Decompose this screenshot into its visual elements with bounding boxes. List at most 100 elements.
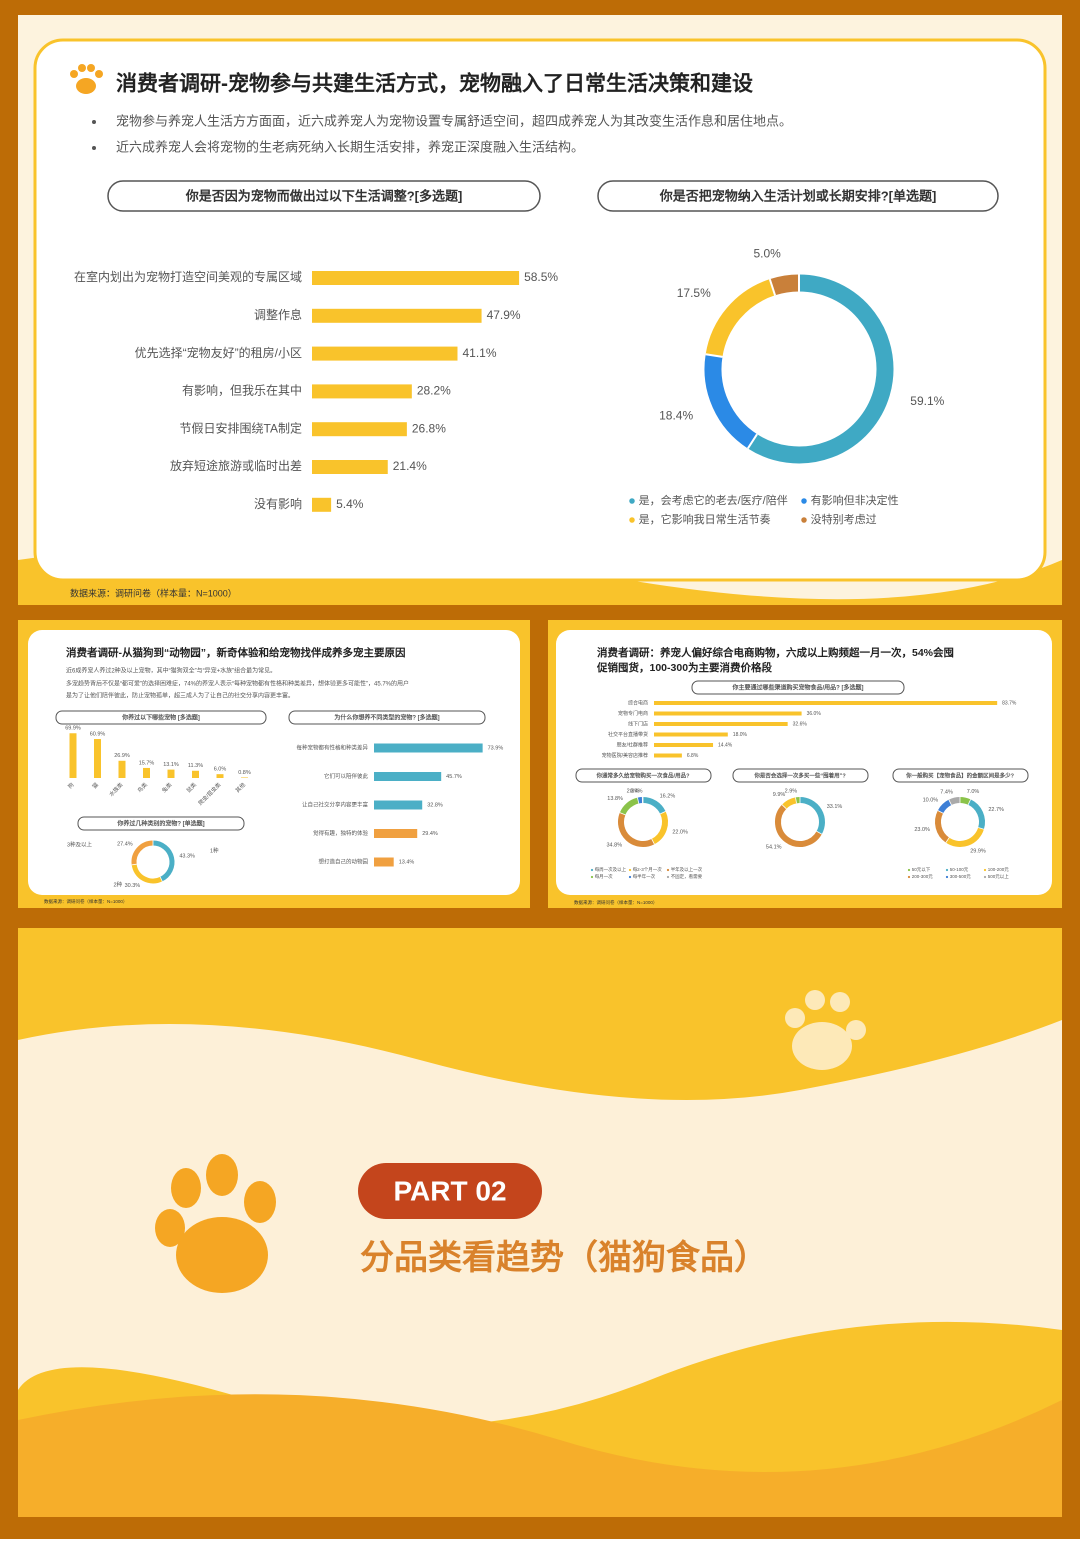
value-label: 6.0% <box>214 767 227 773</box>
bar <box>312 422 407 436</box>
value-label: 9.9% <box>773 792 786 798</box>
title: 消费者调研：养宠人偏好综合电商购物，六成以上购频超一月一次，54%会囤 <box>597 646 954 659</box>
part-tag: PART 02 <box>393 1175 506 1206</box>
chart-title: 你养过几种类别的宠物? [单选题] <box>116 820 204 828</box>
bar <box>192 771 199 778</box>
bar <box>312 271 519 285</box>
legend-swatch <box>946 869 948 871</box>
category-label: 放弃短途旅游或临时出差 <box>170 458 302 473</box>
value-label: 22.0% <box>672 829 688 835</box>
value-label: 17.5% <box>677 286 711 300</box>
bar <box>312 384 412 398</box>
bar <box>654 722 788 726</box>
bar <box>374 858 394 867</box>
value-label: 18.0% <box>733 732 748 738</box>
legend-label: 每周一次及以上 <box>595 866 627 873</box>
value-label: 10.0% <box>923 797 939 803</box>
bullet: 宠物参与养宠人生活方方面面，近六成养宠人为宠物设置专属舒适空间，超四成养宠人为其… <box>116 113 792 128</box>
legend-swatch <box>667 876 669 878</box>
value-label: 23.0% <box>914 827 930 833</box>
legend-label: 有影响但非决定性 <box>811 493 899 507</box>
bullet: 是为了让他们陪伴彼此，防止宠物孤单，超三成人为了让自己的社交分享内容更丰富。 <box>66 692 294 700</box>
source: 数据来源：调研问卷（样本量：N=1000） <box>70 587 237 598</box>
legend-label: 每2-3个月一次 <box>633 866 663 873</box>
bullet-dot <box>92 120 96 124</box>
title: 促销囤货，100-300为主要消费价格段 <box>596 661 773 674</box>
category-label: 优先选择“宠物友好”的租房/小区 <box>135 345 302 360</box>
value-label: 13.8% <box>607 796 623 802</box>
cover-subtitle: 分品类看趋势（猫狗食品） <box>360 1238 768 1277</box>
value-label: 54.1% <box>766 844 782 850</box>
category-label: 宠物医院/美容店推荐 <box>602 752 648 759</box>
donut-segment <box>638 800 642 801</box>
legend-swatch <box>629 517 635 523</box>
value-label: 26.9% <box>114 753 130 759</box>
bullet: 近6成养宠人养过2种及以上宠物，其中“猫狗双全”与“异宠+水族”组合最为常见。 <box>66 667 276 675</box>
category-label: 线下门店 <box>628 720 648 727</box>
value-label: 0.8% <box>238 770 251 776</box>
legend-swatch <box>801 517 807 523</box>
legend-label: 是，会考虑它的老去/医疗/陪伴 <box>639 493 788 507</box>
category-label: 2种 <box>113 880 122 888</box>
bar <box>70 733 77 778</box>
value-label: 83.7% <box>1002 700 1017 706</box>
legend-swatch <box>908 869 910 871</box>
legend-swatch <box>667 869 669 871</box>
value-label: 29.9% <box>970 849 986 855</box>
value-label: 47.9% <box>487 308 521 322</box>
bar <box>241 777 248 778</box>
bar <box>654 701 997 705</box>
bar <box>143 768 150 778</box>
category-label: 调整作息 <box>254 307 302 322</box>
category-label: 在室内划出为宠物打造空间美观的专属区域 <box>74 269 302 284</box>
bar <box>312 460 388 474</box>
category-label: 宠物专门电商 <box>618 710 648 717</box>
value-label: 13.4% <box>399 859 415 865</box>
bullet-dot <box>92 146 96 150</box>
bar <box>312 309 482 323</box>
bar <box>374 744 483 753</box>
bar <box>654 733 728 737</box>
value-label: 32.8% <box>427 802 443 808</box>
value-label: 11.3% <box>188 763 203 769</box>
value-label: 29.4% <box>422 831 438 837</box>
chart-title: 你通常多久给宠物购买一次食品/用品? <box>596 771 691 779</box>
value-label: 5.0% <box>753 247 781 261</box>
value-label: 36.0% <box>807 711 822 717</box>
legend-swatch <box>591 869 593 871</box>
bar <box>217 774 224 778</box>
legend-swatch <box>629 869 631 871</box>
bar <box>94 739 101 778</box>
value-label: 26.8% <box>412 421 446 435</box>
donut-segment <box>772 283 799 287</box>
donut-segment <box>960 800 969 802</box>
category-label: 每种宠物都有性格和种类差异 <box>296 743 368 751</box>
chart-title: 你是否因为宠物而做出过以下生活调整?[多选题] <box>185 188 463 203</box>
value-label: 28.2% <box>417 384 451 398</box>
value-label: 2.9% <box>785 789 798 795</box>
category-label: 朋友/社群推荐 <box>617 741 648 748</box>
bar <box>119 761 126 778</box>
title: 消费者调研-宠物参与共建生活方式，宠物融入了日常生活决策和建设 <box>116 72 753 96</box>
bullet: 近六成养宠人会将宠物的生老病死纳入长期生活安排，养宠正深度融入生活结构。 <box>116 139 584 154</box>
bullet: 多宠趋势背后不仅是“都可爱”的选择困难症，74%的养宠人表示“每种宠物都有性格和… <box>66 680 409 688</box>
legend-swatch <box>591 876 593 878</box>
legend-swatch <box>946 876 948 878</box>
value-label: 34.8% <box>606 842 622 848</box>
value-label: 45.7% <box>446 774 462 780</box>
category-label: 有影响，但我乐在其中 <box>182 383 302 398</box>
value-label: 32.6% <box>793 721 808 727</box>
legend-label: 是，它影响我日常生活节奏 <box>639 512 771 526</box>
value-label: 7.0% <box>967 789 980 795</box>
value-label: 13.1% <box>163 762 179 768</box>
chart-title: 你是否会选择一次多买一些“囤着用”? <box>753 771 846 779</box>
chart-title: 为什么你想养不同类型的宠物? [多选题] <box>334 714 439 722</box>
legend-swatch <box>984 876 986 878</box>
value-label: 18.4% <box>659 409 693 423</box>
value-label: 15.7% <box>139 760 155 766</box>
value-label: 58.5% <box>524 270 558 284</box>
category-label: 想打造自己的动物园 <box>318 857 368 865</box>
category-label: 让自己社交分享内容更丰富 <box>302 800 369 808</box>
